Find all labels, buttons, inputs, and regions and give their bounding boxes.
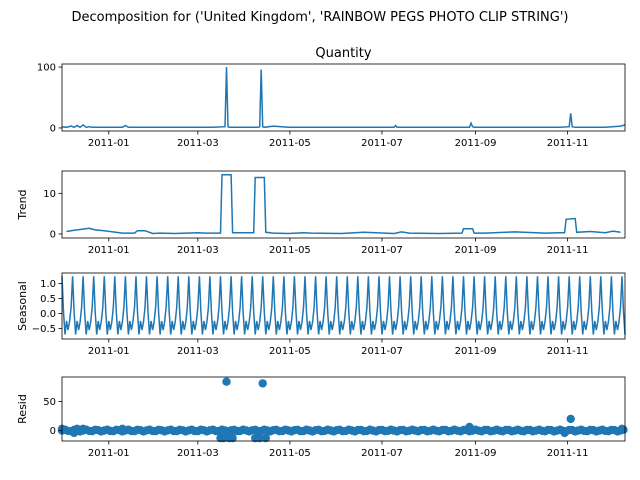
- seasonal-xtick-label: 2011-01: [88, 346, 130, 357]
- trend-xtick-label: 2011-03: [177, 245, 219, 256]
- seasonal-xtick-label: 2011-09: [455, 346, 497, 357]
- seasonal-xtick-label: 2011-07: [361, 346, 403, 357]
- seasonal-xtick-label: 2011-05: [269, 346, 311, 357]
- resid-xtick-label: 2011-03: [177, 448, 219, 459]
- resid-ytick-label: 50: [43, 397, 56, 408]
- resid-xtick-label: 2011-11: [547, 448, 589, 459]
- resid-point-outlier: [560, 429, 568, 437]
- trend-xtick-label: 2011-01: [88, 245, 130, 256]
- resid-ytick-label: 0: [50, 426, 56, 437]
- quantity-xtick-label: 2011-05: [269, 138, 311, 149]
- resid-point-outlier: [567, 415, 575, 423]
- figure-suptitle: Decomposition for ('United Kingdom', 'RA…: [72, 10, 569, 25]
- quantity-panel: 0 100 2011-01 2011-03 2011-05 2011-07 2011-09 2…: [37, 46, 625, 149]
- quantity-ytick-label: 0: [50, 124, 56, 135]
- quantity-series-line: [62, 67, 625, 127]
- trend-axes-frame: [62, 171, 625, 238]
- resid-xtick-label: 2011-05: [269, 448, 311, 459]
- seasonal-ytick-label: 1.0: [40, 279, 56, 290]
- resid-ylabel: Resid: [16, 394, 29, 424]
- trend-xtick-label: 2011-07: [361, 245, 403, 256]
- quantity-xtick-label: 2011-09: [455, 138, 497, 149]
- quantity-ytick-label: 100: [37, 63, 56, 74]
- resid-point-outlier: [259, 379, 267, 387]
- quantity-xtick-label: 2011-03: [177, 138, 219, 149]
- seasonal-ylabel: Seasonal: [16, 281, 29, 331]
- resid-point-outlier: [79, 425, 87, 433]
- quantity-xtick-label: 2011-01: [88, 138, 130, 149]
- trend-xtick-label: 2011-05: [269, 245, 311, 256]
- seasonal-ytick-label: 0.0: [40, 309, 56, 320]
- quantity-title: Quantity: [315, 46, 371, 61]
- resid-xtick-label: 2011-09: [455, 448, 497, 459]
- resid-point-outlier: [465, 423, 473, 431]
- seasonal-panel: −0.5 0.0 0.5 1.0 2011-01 2011-03 2011-05 2011-0…: [16, 273, 625, 357]
- seasonal-series-line: [62, 276, 625, 334]
- quantity-axes-frame: [62, 64, 625, 131]
- resid-point-outlier: [222, 378, 230, 386]
- seasonal-ytick-label: −0.5: [32, 324, 56, 335]
- trend-xtick-label: 2011-09: [455, 245, 497, 256]
- trend-series-line: [67, 175, 621, 234]
- trend-ytick-label: 10: [43, 189, 56, 200]
- trend-ylabel: Trend: [16, 189, 29, 220]
- resid-xtick-label: 2011-01: [88, 448, 130, 459]
- trend-panel: 0 10 2011-01 2011-03 2011-05 2011-07 2011-09 20…: [16, 171, 625, 256]
- quantity-xtick-label: 2011-07: [361, 138, 403, 149]
- resid-xtick-label: 2011-07: [361, 448, 403, 459]
- resid-panel: 0 50 2011-01 2011-03 2011-05 2011-07 2011-09 20…: [16, 377, 628, 459]
- resid-point-outlier: [118, 425, 126, 433]
- trend-xtick-label: 2011-11: [547, 245, 589, 256]
- trend-ytick-label: 0: [50, 230, 56, 241]
- seasonal-xtick-label: 2011-11: [547, 346, 589, 357]
- seasonal-xtick-label: 2011-03: [177, 346, 219, 357]
- seasonal-ytick-label: 0.5: [40, 294, 56, 305]
- quantity-xtick-label: 2011-11: [547, 138, 589, 149]
